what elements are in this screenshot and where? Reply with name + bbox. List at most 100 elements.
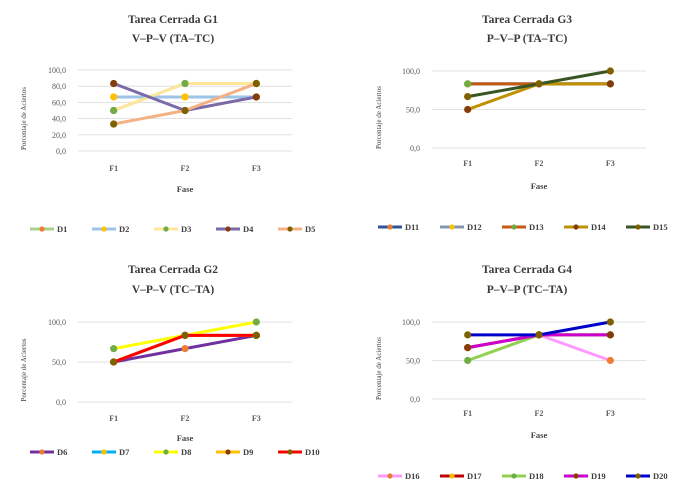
x-tick-label: F1 [109,164,118,173]
legend-marker [163,226,169,232]
data-point-D4 [252,93,260,101]
chart-title: Tarea Cerrada G2 [128,264,218,276]
y-axis-label: Porcentaje de Aciertos [20,338,28,401]
data-point-D5 [252,79,260,88]
legend-label: D18 [529,471,544,481]
data-point-D8 [252,318,260,326]
legend-label: D12 [467,222,482,232]
data-point-D15 [606,67,614,75]
chart-panel-3: Tarea Cerrada G2 V–P–V (TC–TA) 0,0 50,0 100,… [20,264,320,457]
data-point-D10 [110,358,118,366]
y-tick-label: 100,0 [48,66,66,75]
y-axis-label: Porcentaje de Aciertos [375,337,383,400]
data-point-D16 [606,356,614,365]
data-point-D3 [110,106,118,115]
legend-label: D3 [181,224,191,234]
y-tick-label: 0,0 [56,147,66,156]
x-tick-label: F2 [535,409,544,418]
legend-marker [635,473,641,479]
y-tick-label: 50,0 [406,106,420,115]
x-axis-label: Fase [531,181,548,191]
legend-item-D13: D13 [502,222,544,232]
legend-marker [287,449,293,455]
legend-item-D1: D1 [30,224,67,234]
chart-panel-4: Tarea Cerrada G4 P–V–P (TC–TA) 0,0 50,0 100,… [375,264,668,481]
data-point-D8 [110,345,118,353]
x-tick-label: F2 [181,414,190,423]
legend-item-D8: D8 [154,447,191,457]
y-tick-label: 80,0 [52,82,66,91]
y-tick-label: 60,0 [52,98,66,107]
x-tick-label: F1 [109,414,118,423]
legend-label: D17 [467,471,482,481]
legend-label: D13 [529,222,544,232]
legend-label: D2 [119,224,129,234]
legend-item-D4: D4 [216,224,254,234]
legend-label: D8 [181,447,191,457]
data-point-D15 [535,80,543,88]
chart-title: Tarea Cerrada G1 [128,14,218,26]
legend-marker [573,224,579,230]
chart-panel-1: Tarea Cerrada G1 V–P–V (TA–TC) 0,0 20,0 40,0… [20,14,315,234]
chart-panel-2: Tarea Cerrada G3 P–V–P (TA–TC) 0,0 50,0 100,… [375,14,668,232]
legend-label: D11 [405,222,419,232]
data-point-D5 [181,106,189,115]
legend-item-D18: D18 [502,471,544,481]
x-axis-label: Fase [531,430,548,440]
legend-item-D14: D14 [564,222,606,232]
y-tick-label: 100,0 [48,318,66,327]
legend-marker [225,449,231,455]
data-point-D10 [181,331,189,339]
legend-item-D19: D19 [564,471,606,481]
x-tick-label: F3 [606,409,615,418]
legend-item-D9: D9 [216,447,253,457]
legend-label: D1 [57,224,67,234]
y-tick-label: 100,0 [402,67,420,76]
legend-label: D20 [653,471,668,481]
data-point-D20 [464,331,472,339]
legend-marker [511,224,517,230]
legend-item-D20: D20 [626,471,668,481]
legend-marker [101,449,107,455]
legend-label: D16 [405,471,420,481]
chart-subtitle: V–P–V (TA–TC) [132,33,214,45]
legend-item-D3: D3 [154,224,191,234]
legend-item-D7: D7 [92,447,130,457]
legend-item-D10: D10 [278,447,320,457]
data-point-D20 [606,318,614,326]
legend-marker [387,473,393,479]
y-tick-label: 50,0 [406,357,420,366]
legend-label: D5 [305,224,315,234]
legend-label: D6 [57,447,67,457]
legend-item-D17: D17 [440,471,482,481]
data-point-D10 [252,331,260,339]
chart-subtitle: P–V–P (TC–TA) [487,284,568,296]
legend-item-D11: D11 [378,222,419,232]
legend-marker [39,226,45,232]
data-point-D4 [110,79,118,88]
y-tick-label: 50,0 [52,358,66,367]
x-axis-label: Fase [177,433,194,443]
legend-marker [287,226,293,232]
legend-label: D4 [243,224,254,234]
series-line-D18 [467,333,611,362]
data-point-D2 [110,93,118,101]
data-point-D19 [464,344,472,352]
chart-subtitle: V–P–V (TC–TA) [132,284,214,296]
data-point-D14 [464,105,472,114]
y-tick-label: 100,0 [402,318,420,327]
y-axis-label: Porcentaje de Aciertos [375,86,383,149]
data-point-D13 [464,80,472,88]
data-point-D20 [535,331,543,339]
y-tick-label: 20,0 [52,131,66,140]
legend-marker [101,226,107,232]
x-tick-label: F1 [463,409,472,418]
legend-marker [635,224,641,230]
data-point-D3 [181,79,189,88]
legend-label: D15 [653,222,668,232]
y-tick-label: 0,0 [410,395,420,404]
data-point-D5 [110,120,118,128]
legend-label: D9 [243,447,253,457]
y-tick-label: 0,0 [410,144,420,153]
